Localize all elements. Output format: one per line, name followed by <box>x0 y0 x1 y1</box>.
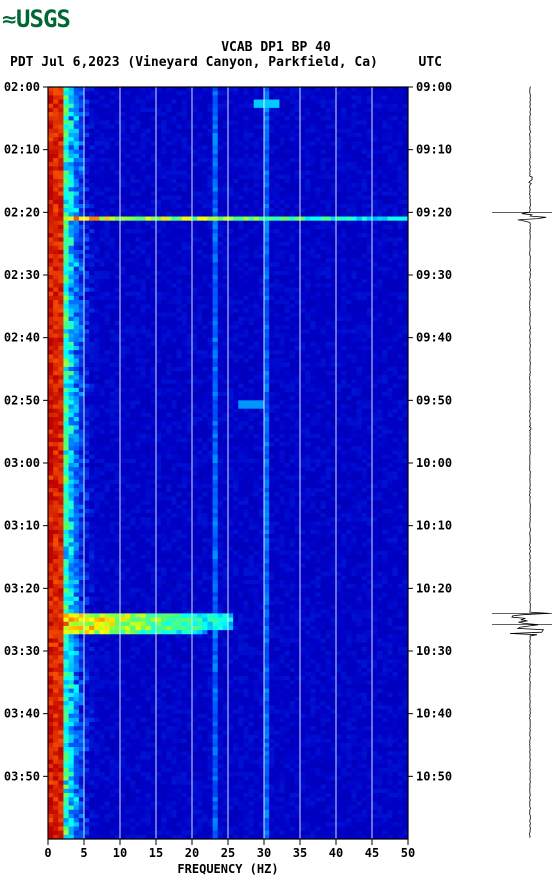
y-right-tick-label: 10:50 <box>416 769 452 783</box>
utc-label: UTC <box>419 55 442 70</box>
x-tick-label: 30 <box>257 846 271 860</box>
y-left-tick-label: 03:00 <box>4 456 40 470</box>
chart-title-line2: PDT Jul 6,2023 (Vineyard Canyon, Parkfie… <box>10 55 378 70</box>
x-tick-label: 5 <box>80 846 87 860</box>
logo-text: USGS <box>16 5 70 33</box>
y-left-tick-label: 03:50 <box>4 769 40 783</box>
y-left-tick-label: 02:20 <box>4 205 40 219</box>
y-right-tick-label: 10:40 <box>416 707 452 721</box>
y-left-tick-label: 03:10 <box>4 519 40 533</box>
y-left-tick-label: 02:50 <box>4 393 40 407</box>
x-tick-label: 35 <box>293 846 307 860</box>
x-tick-label: 20 <box>185 846 199 860</box>
y-right-tick-label: 09:00 <box>416 80 452 94</box>
x-axis-label: FREQUENCY (HZ) <box>177 862 278 876</box>
y-right-tick-label: 09:30 <box>416 268 452 282</box>
y-right-tick-label: 09:20 <box>416 205 452 219</box>
usgs-logo: ≈ USGS <box>3 5 70 33</box>
y-right-tick-label: 10:20 <box>416 581 452 595</box>
x-tick-label: 15 <box>149 846 163 860</box>
y-right-tick-label: 10:10 <box>416 519 452 533</box>
x-tick-label: 25 <box>221 846 235 860</box>
x-tick-label: 10 <box>113 846 127 860</box>
logo-wave-icon: ≈ <box>2 7 15 31</box>
x-tick-label: 50 <box>401 846 415 860</box>
y-right-tick-label: 10:00 <box>416 456 452 470</box>
y-right-tick-label: 09:40 <box>416 331 452 345</box>
x-tick-label: 0 <box>44 846 51 860</box>
y-left-tick-label: 03:20 <box>4 581 40 595</box>
y-right-tick-label: 09:50 <box>416 393 452 407</box>
y-left-tick-label: 02:40 <box>4 331 40 345</box>
y-left-tick-label: 02:30 <box>4 268 40 282</box>
chart-title-line1: VCAB DP1 BP 40 <box>0 40 552 55</box>
spectrogram-figure: 0 5 10 15 20 25 30 35 40 45 50 FREQUENCY (HZ) 02:00 0… <box>0 75 552 885</box>
waveform-trace <box>510 87 549 838</box>
y-left-tick-label: 03:30 <box>4 644 40 658</box>
y-right-tick-label: 09:10 <box>416 143 452 157</box>
y-left-tick-label: 02:10 <box>4 143 40 157</box>
y-right-tick-label: 10:30 <box>416 644 452 658</box>
x-tick-label: 40 <box>329 846 343 860</box>
y-left-tick-label: 02:00 <box>4 80 40 94</box>
y-left-tick-label: 03:40 <box>4 707 40 721</box>
x-tick-label: 45 <box>365 846 379 860</box>
